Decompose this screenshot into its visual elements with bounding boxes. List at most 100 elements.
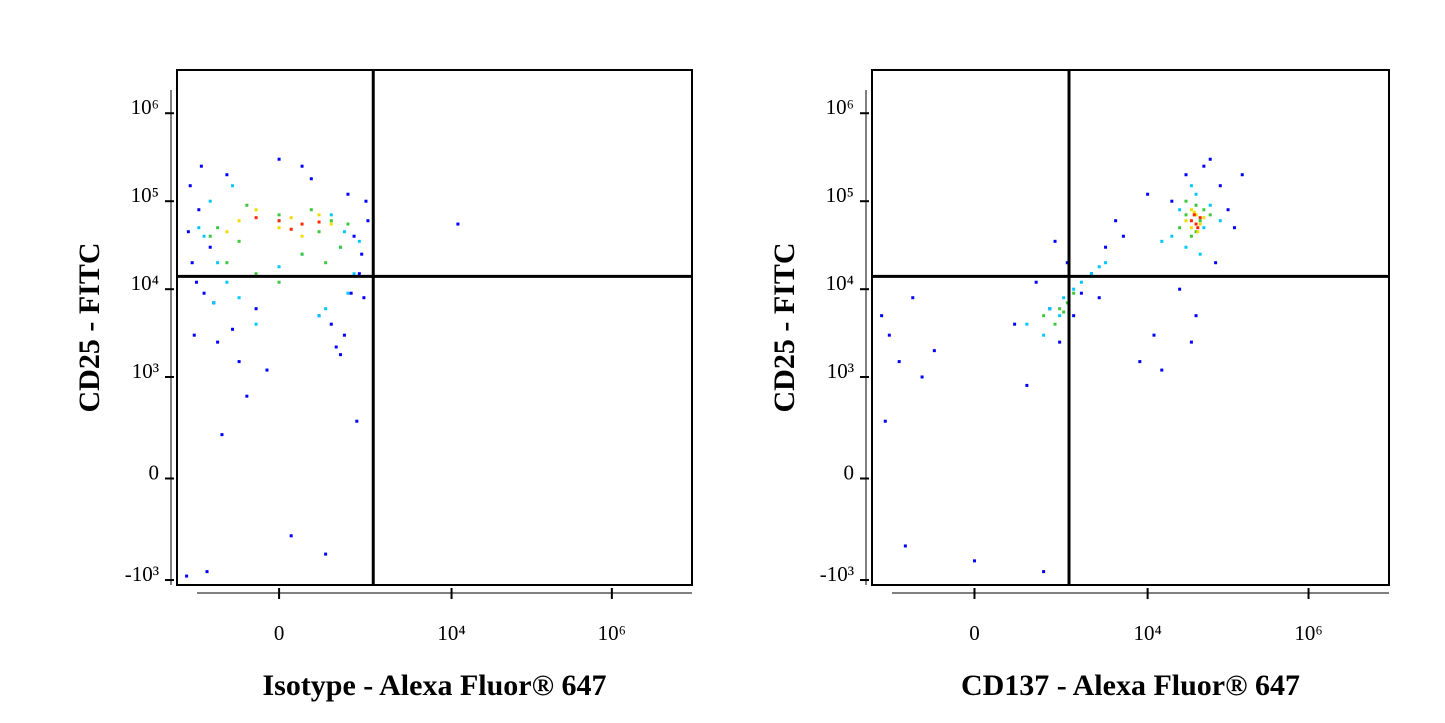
data-point <box>190 261 194 265</box>
plot: 0 10⁴ 10⁶ 10⁶ 10⁵ 10⁴ 10³ 0 -10³ CD137 - Alexa Fl… <box>768 69 1390 702</box>
data-point <box>1178 226 1182 230</box>
data-point <box>237 239 241 243</box>
data-point <box>317 314 321 318</box>
data-point <box>1178 287 1182 291</box>
data-point <box>1189 208 1193 212</box>
data-point <box>1189 234 1193 238</box>
data-point <box>216 226 220 230</box>
data-point <box>1196 226 1200 230</box>
data-point <box>277 280 281 284</box>
data-point <box>366 219 370 223</box>
data-point <box>1184 213 1188 217</box>
data-point <box>216 261 220 265</box>
data-point <box>254 307 258 311</box>
data-point <box>897 360 901 364</box>
data-point <box>245 203 249 207</box>
y-tick-label: 0 <box>149 460 160 484</box>
data-point <box>197 208 201 212</box>
data-point <box>237 360 241 364</box>
data-point <box>265 368 269 372</box>
y-tick-label: 10⁶ <box>131 95 159 119</box>
data-point <box>1184 173 1188 177</box>
data-point <box>1034 280 1038 284</box>
data-point <box>194 280 198 284</box>
data-point <box>1194 222 1198 226</box>
data-point <box>903 544 907 548</box>
data-point <box>277 157 281 161</box>
data-point <box>231 184 235 188</box>
data-point <box>346 291 350 295</box>
y-tick-label: 10³ <box>132 359 159 383</box>
data-point <box>1184 245 1188 249</box>
plot: 0 10⁴ 10⁶ 10⁶ 10⁵ 10⁴ 10³ 0 -10³ Isotype - Alexa … <box>73 69 693 702</box>
data-point <box>1062 310 1066 314</box>
data-point <box>880 314 884 318</box>
x-tick-label: 0 <box>274 621 285 645</box>
data-point <box>300 164 304 168</box>
data-point <box>1184 199 1188 203</box>
data-point <box>220 433 224 437</box>
data-point <box>339 353 343 357</box>
data-point <box>932 349 936 353</box>
data-point <box>225 261 229 265</box>
data-point <box>300 222 304 226</box>
data-point <box>334 345 338 349</box>
data-point <box>1138 360 1142 364</box>
data-point <box>1062 296 1066 300</box>
plot-frame <box>176 69 693 586</box>
data-point <box>342 333 346 337</box>
data-point <box>1065 261 1069 265</box>
data-point <box>1053 239 1057 243</box>
data-point <box>1196 230 1200 234</box>
data-point <box>1194 230 1198 234</box>
data-point <box>1198 222 1202 226</box>
data-point <box>1232 226 1236 230</box>
data-point <box>1194 314 1198 318</box>
data-point <box>1079 291 1083 295</box>
data-point <box>202 234 206 238</box>
data-point <box>1198 216 1202 220</box>
data-point <box>192 333 196 337</box>
data-point <box>1053 322 1057 326</box>
data-point <box>1192 213 1196 217</box>
x-tick-label: 10⁶ <box>1294 621 1322 645</box>
data-point <box>324 261 328 265</box>
data-point <box>1214 261 1218 265</box>
data-point <box>346 222 350 226</box>
y-tick-label: -10³ <box>125 562 159 586</box>
data-point <box>883 419 887 423</box>
data-point <box>1097 265 1101 269</box>
data-point <box>254 216 258 220</box>
data-point <box>309 177 313 181</box>
data-point <box>1208 157 1212 161</box>
data-point <box>1160 368 1164 372</box>
data-point <box>289 227 293 231</box>
y-tick-label: -10³ <box>820 562 854 586</box>
data-point <box>289 534 293 538</box>
data-point <box>1218 184 1222 188</box>
data-point <box>1202 226 1206 230</box>
data-point <box>1218 219 1222 223</box>
x-tick-label: 10⁴ <box>437 621 465 645</box>
x-axis-label: Isotype - Alexa Fluor® 647 <box>262 669 606 702</box>
x-tick-label: 0 <box>969 621 980 645</box>
data-point <box>329 322 333 326</box>
data-point <box>1202 216 1206 220</box>
data-point <box>1198 219 1202 223</box>
y-tick-label: 10⁶ <box>826 95 854 119</box>
data-point <box>199 164 203 168</box>
data-point <box>360 252 364 256</box>
data-point <box>1097 296 1101 300</box>
data-point <box>1189 226 1193 230</box>
y-tick-label: 10⁴ <box>131 271 159 295</box>
data-point <box>329 219 333 223</box>
data-point <box>212 301 216 305</box>
data-point <box>1042 333 1046 337</box>
data-point <box>197 226 201 230</box>
data-point <box>346 192 350 196</box>
y-tick-label: 0 <box>844 460 855 484</box>
data-point <box>1072 291 1076 295</box>
data-point <box>329 213 333 217</box>
data-point <box>231 327 235 331</box>
